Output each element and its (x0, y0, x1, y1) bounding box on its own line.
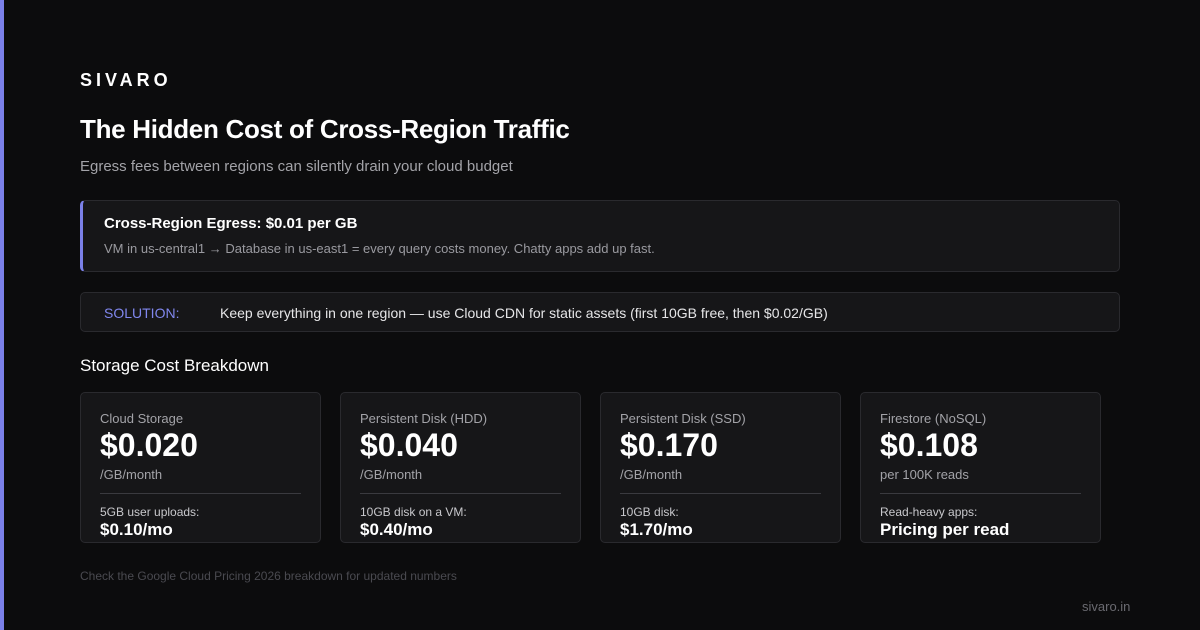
title: The Hidden Cost of Cross-Region Traffic (80, 114, 570, 144)
example-label: 10GB disk on a VM: (360, 505, 467, 519)
cost-card: Persistent Disk (SSD) $0.170/GB/month 10GB… (600, 392, 841, 543)
divider (620, 493, 821, 494)
card-price: $0.040 (360, 427, 458, 463)
solution: SOLUTION: Keep everything in one region … (80, 292, 1120, 332)
callout-title: Cross-Region Egress: $0.01 per GB (104, 215, 358, 232)
cost-card: Persistent Disk (HDD) $0.040/GB/month 10GB… (340, 392, 581, 543)
example-label: Read-heavy apps: (880, 505, 978, 519)
callout: Cross-Region Egress: $0.01 per GB VM in … (80, 200, 1120, 272)
callout-text: VM in us-central1 → Database in us-east1… (104, 241, 655, 256)
example-value: $0.40/mo (360, 520, 433, 539)
example-label: 10GB disk: (620, 505, 679, 519)
card-price: $0.108 (880, 427, 978, 463)
subtitle: Egress fees between regions can silently… (80, 158, 513, 175)
card-unit: /GB/month (620, 467, 683, 482)
accent-bar (0, 0, 4, 630)
cost-card: Firestore (NoSQL) $0.108 per 100K reads Rea… (860, 392, 1101, 543)
cost-card: Cloud Storage $0.020/GB/month 5GB user upl… (80, 392, 321, 543)
card-unit: /GB/month (100, 467, 163, 482)
card-name: Persistent Disk (HDD) (360, 411, 488, 426)
section-title: Storage Cost Breakdown (80, 356, 269, 375)
card-price: $0.020 (100, 427, 198, 463)
example-value: Pricing per read (880, 520, 1010, 539)
example-label: 5GB user uploads: (100, 505, 200, 519)
card-name: Persistent Disk (SSD) (620, 411, 746, 426)
divider (360, 493, 561, 494)
card-unit: /GB/month (360, 467, 423, 482)
card-price: $0.170 (620, 427, 718, 463)
brand: SIVARO (80, 70, 172, 90)
solution-text: Keep everything in one region — use Clou… (220, 305, 828, 321)
example-value: $1.70/mo (620, 520, 693, 539)
footnote: Check the Google Cloud Pricing 2026 brea… (80, 569, 457, 583)
solution-label: SOLUTION: (104, 305, 180, 321)
card-name: Cloud Storage (100, 411, 184, 426)
card-unit: per 100K reads (880, 467, 969, 482)
divider (100, 493, 301, 494)
example-value: $0.10/mo (100, 520, 173, 539)
site-url: sivaro.in (1082, 599, 1131, 614)
card-name: Firestore (NoSQL) (880, 411, 987, 426)
divider (880, 493, 1081, 494)
